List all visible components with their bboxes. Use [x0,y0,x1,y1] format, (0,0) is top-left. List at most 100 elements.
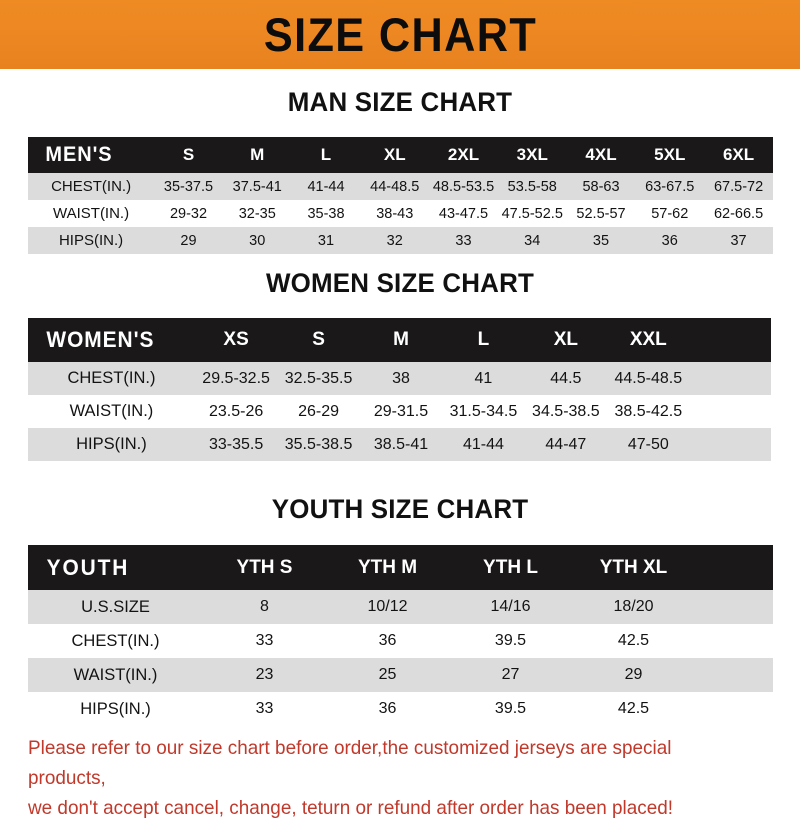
cell: 62-66.5 [713,205,764,222]
man-col-header: 2XL [447,145,480,164]
cell: 23.5-26 [208,402,264,420]
man-col-header: M [250,145,265,164]
man-col-header: 5XL [654,145,686,164]
cell: 53.5-58 [507,178,557,195]
youth-table-body: U.S.SIZE 8 10/12 14/16 18/20 CHEST(IN.) … [28,590,773,726]
table-row: HIPS(IN.) 33-35.5 35.5-38.5 38.5-41 41-4… [28,428,771,461]
table-row: HIPS(IN.) 29 30 31 32 33 34 35 36 37 [28,227,773,254]
cell: 32 [386,232,403,249]
man-table-body: CHEST(IN.) 35-37.5 37.5-41 41-44 44-48.5… [28,173,773,254]
women-table-head: WOMEN'S XS S M L XL XXL [28,318,771,362]
cell: 14/16 [490,598,531,615]
cell: 29-32 [169,205,208,222]
cell: 33 [455,232,472,249]
cell: 35 [592,232,610,249]
cell: 36 [661,232,678,249]
cell: 41 [474,369,493,387]
cell-spacer [695,624,773,658]
man-row-header-label: MEN'S [45,143,113,166]
cell: 47-50 [627,435,669,453]
row-label: CHEST(IN.) [71,631,160,650]
youth-table-head: YOUTH YTH S YTH M YTH L YTH XL [28,545,773,590]
cell: 27 [501,666,520,683]
man-col-header: S [182,145,195,164]
disclaimer-note: Please refer to our size chart before or… [28,733,754,823]
man-col-header: XL [383,145,406,164]
women-row-header-label: WOMEN'S [46,327,155,352]
cell-spacer [690,395,771,428]
cell: 42.5 [617,632,650,649]
row-label: HIPS(IN.) [76,435,147,453]
cell: 25 [378,666,397,683]
cell: 41-44 [462,435,504,453]
youth-size-table: YOUTH YTH S YTH M YTH L YTH XL U.S.SIZE … [28,545,773,726]
table-row: HIPS(IN.) 33 36 39.5 42.5 [28,692,773,726]
man-col-header: L [320,145,332,164]
man-section-title: MAN SIZE CHART [287,87,513,117]
cell: 29 [624,666,643,683]
cell: 37 [730,232,747,249]
table-row: CHEST(IN.) 35-37.5 37.5-41 41-44 44-48.5… [28,173,773,200]
cell: 48.5-53.5 [432,178,495,195]
cell: 35-37.5 [163,178,214,195]
cell: 67.5-72 [713,178,764,195]
row-label: WAIST(IN.) [73,665,158,684]
cell-spacer [695,692,773,726]
table-row: WAIST(IN.) 23 25 27 29 [28,658,773,692]
women-table-body: CHEST(IN.) 29.5-32.5 32.5-35.5 38 41 44.… [28,362,771,461]
cell: 33 [255,700,274,717]
cell-spacer [695,658,773,692]
cell: 35-38 [307,205,345,222]
cell: 38 [392,369,410,387]
cell: 31 [317,232,335,249]
cell: 38.5-42.5 [614,402,683,420]
cell: 36 [378,700,397,717]
cell: 34.5-38.5 [532,402,600,420]
cell: 38-43 [376,205,414,222]
cell: 41-44 [307,178,345,195]
women-section-title: WOMEN SIZE CHART [265,268,535,298]
cell: 38.5-41 [373,435,429,453]
disclaimer-line-2: we don't accept cancel, change, teturn o… [28,797,674,819]
cell: 39.5 [494,700,527,717]
youth-section-title: YOUTH SIZE CHART [271,494,529,524]
cell: 35.5-38.5 [284,435,353,453]
row-label: WAIST(IN.) [69,402,154,420]
cell-spacer [695,590,773,624]
cell: 23 [255,666,274,683]
row-label: HIPS(IN.) [58,232,124,249]
youth-row-header-label: YOUTH [46,554,130,580]
cell: 58-63 [582,178,620,195]
youth-col-header: YTH XL [599,556,668,578]
man-size-table: MEN'S S M L XL 2XL 3XL 4XL 5XL 6XL CHEST… [28,137,773,254]
row-label: HIPS(IN.) [80,699,151,718]
row-label: U.S.SIZE [81,597,150,616]
cell: 29.5-32.5 [202,369,270,387]
cell: 34 [524,232,541,249]
man-header-row: MEN'S S M L XL 2XL 3XL 4XL 5XL 6XL [28,137,773,173]
cell: 47.5-52.5 [501,205,563,222]
youth-col-header: YTH M [357,556,418,578]
youth-header-spacer [695,545,773,590]
women-size-table: WOMEN'S XS S M L XL XXL CHEST(IN.) 29.5-… [28,318,771,461]
women-col-header: S [312,329,325,350]
man-col-header: 4XL [585,145,617,164]
cell: 52.5-57 [576,205,626,222]
cell: 39.5 [494,632,527,649]
women-header-spacer [690,318,771,362]
cell: 44.5-48.5 [614,369,683,387]
cell: 44-48.5 [370,178,420,195]
cell: 63-67.5 [645,178,695,195]
cell: 33 [255,632,274,649]
cell: 29-31.5 [373,402,429,420]
cell: 29 [180,232,197,249]
youth-col-header: YTH L [483,556,538,578]
cell: 57-62 [651,205,689,222]
cell: 36 [378,632,397,649]
cell-spacer [690,362,771,395]
man-col-header: 3XL [516,145,548,164]
cell: 32-35 [238,205,276,222]
cell: 37.5-41 [232,178,282,195]
cell: 26-29 [298,402,339,420]
